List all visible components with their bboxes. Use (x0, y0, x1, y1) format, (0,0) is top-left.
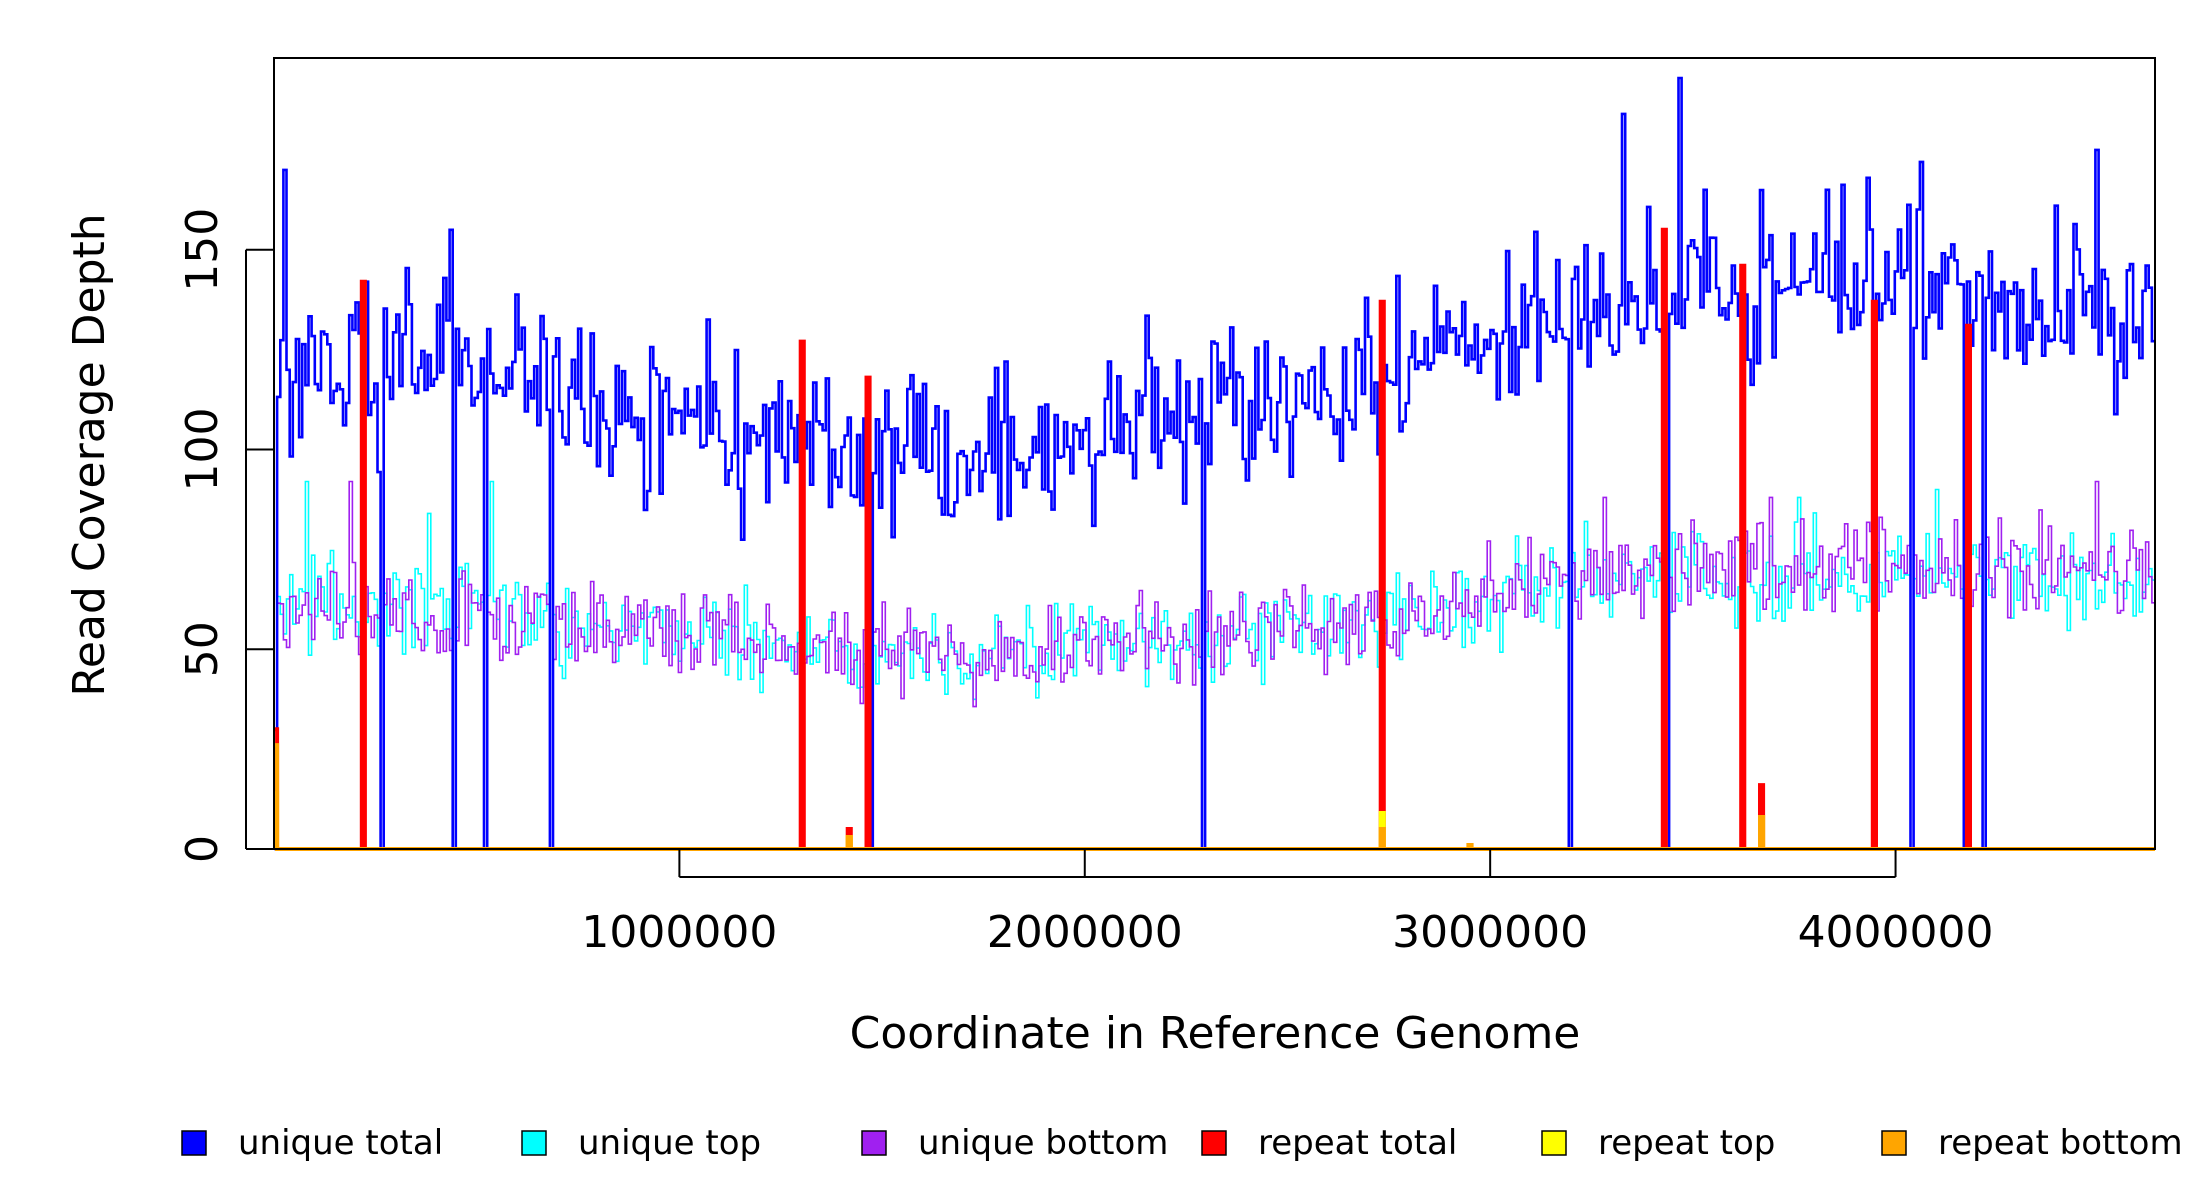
axes-layer: 0 50 100 150 1000000 2000000 3000000 4000000 (177, 57, 2156, 958)
legend-swatch (861, 1130, 887, 1156)
x-axis-label: Coordinate in Reference Genome (850, 1008, 1581, 1059)
legend-label: unique total (238, 1123, 443, 1163)
legend-item: unique total (181, 1123, 443, 1163)
legend: unique total unique top unique bottom repea… (181, 1123, 2183, 1163)
plot-frame (273, 57, 2156, 850)
legend-item: repeat bottom (1881, 1123, 2183, 1163)
legend-label: unique top (578, 1123, 761, 1163)
series-line-repeat-total (274, 227, 2155, 851)
series-layer (274, 76, 2155, 851)
x-tick-label: 1000000 (581, 907, 777, 958)
legend-swatch (1541, 1130, 1567, 1156)
x-tick-label: 2000000 (987, 907, 1183, 958)
legend-item: repeat total (1201, 1123, 1457, 1163)
legend-label: repeat bottom (1938, 1123, 2183, 1163)
y-tick-label: 150 (177, 208, 228, 292)
legend-swatch (521, 1130, 547, 1156)
legend-item: unique top (521, 1123, 761, 1163)
legend-label: repeat total (1258, 1123, 1457, 1163)
x-tick-label: 4000000 (1798, 907, 1994, 958)
y-tick-label: 0 (177, 835, 228, 863)
y-axis-label: Read Coverage Depth (64, 213, 115, 696)
y-tick-label: 100 (177, 408, 228, 492)
legend-swatch (1201, 1130, 1227, 1156)
series-line-unique-total (274, 76, 2155, 851)
legend-item: repeat top (1541, 1123, 1775, 1163)
legend-swatch (1881, 1130, 1907, 1156)
legend-swatch (181, 1130, 207, 1156)
legend-label: unique bottom (918, 1123, 1168, 1163)
x-tick-label: 3000000 (1392, 907, 1588, 958)
y-tick-label: 50 (177, 621, 228, 677)
legend-label: repeat top (1598, 1123, 1775, 1163)
legend-item: unique bottom (861, 1123, 1168, 1163)
series-line-unique-bottom (274, 480, 2155, 850)
